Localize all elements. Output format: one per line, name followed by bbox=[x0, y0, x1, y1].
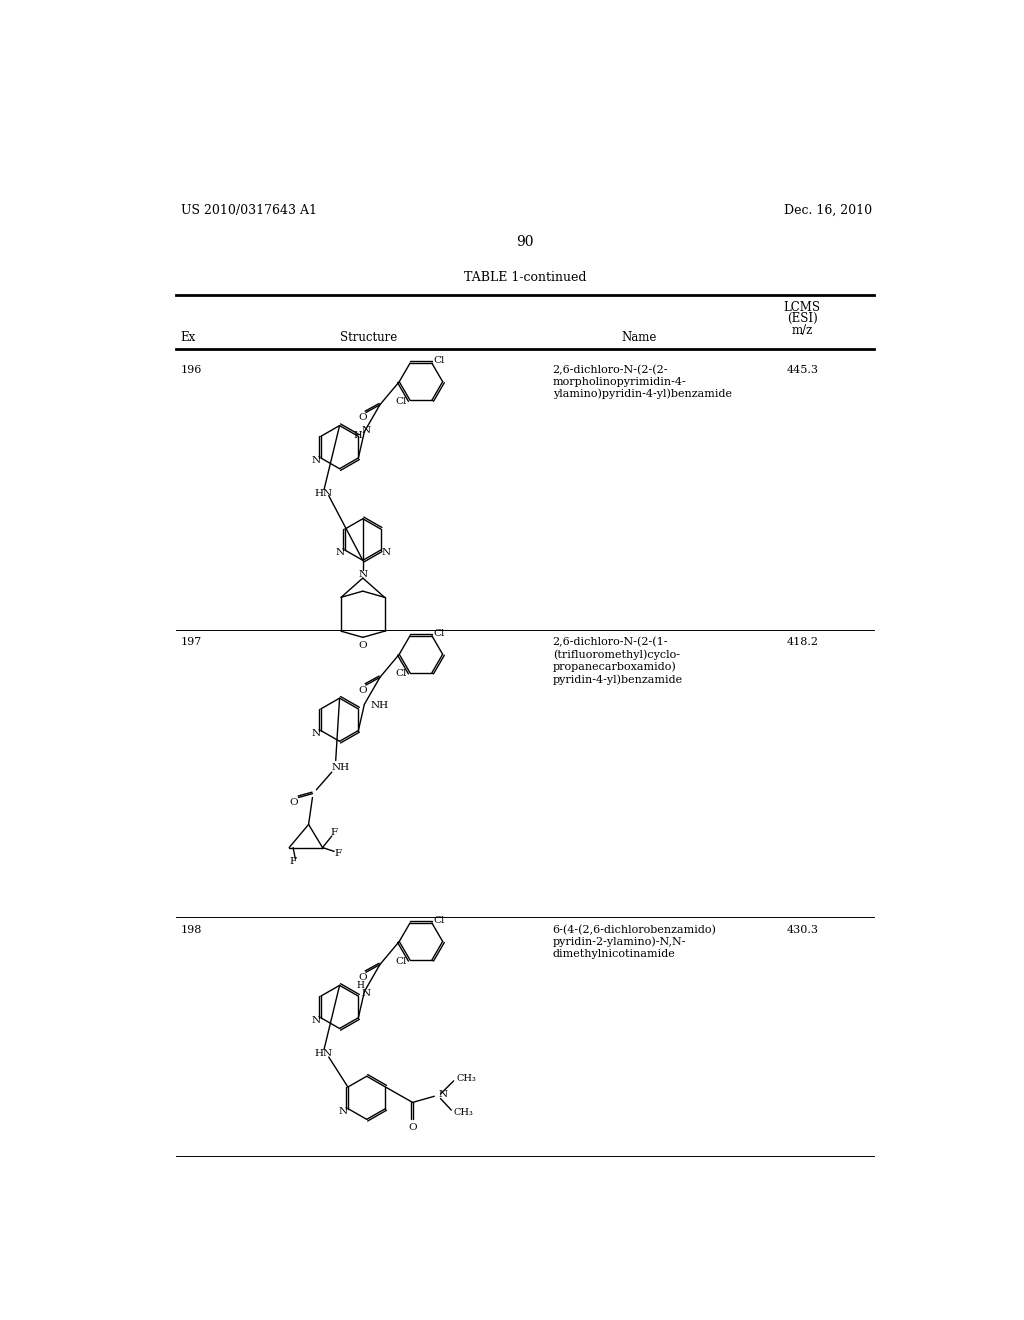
Text: 418.2: 418.2 bbox=[786, 638, 818, 647]
Text: 430.3: 430.3 bbox=[786, 924, 818, 935]
Text: N: N bbox=[361, 989, 371, 998]
Text: O: O bbox=[409, 1122, 417, 1131]
Text: 197: 197 bbox=[180, 638, 202, 647]
Text: N: N bbox=[336, 548, 344, 557]
Text: O: O bbox=[358, 413, 368, 422]
Text: (ESI): (ESI) bbox=[786, 312, 817, 325]
Text: Cl: Cl bbox=[433, 628, 444, 638]
Text: 6-(4-(2,6-dichlorobenzamido)
pyridin-2-ylamino)-N,N-
dimethylnicotinamide: 6-(4-(2,6-dichlorobenzamido) pyridin-2-y… bbox=[553, 924, 717, 958]
Text: N: N bbox=[339, 1106, 348, 1115]
Text: Cl: Cl bbox=[433, 356, 444, 364]
Text: Structure: Structure bbox=[340, 331, 397, 345]
Text: NH: NH bbox=[371, 701, 389, 710]
Text: Cl: Cl bbox=[395, 397, 407, 405]
Text: N: N bbox=[311, 1016, 321, 1024]
Text: Cl: Cl bbox=[395, 669, 407, 678]
Text: F: F bbox=[335, 849, 342, 858]
Text: Ex: Ex bbox=[180, 331, 196, 345]
Text: F: F bbox=[290, 857, 297, 866]
Text: CH₃: CH₃ bbox=[456, 1074, 476, 1082]
Text: H: H bbox=[354, 432, 362, 440]
Text: N: N bbox=[358, 570, 368, 578]
Text: O: O bbox=[358, 640, 368, 649]
Text: N: N bbox=[311, 457, 321, 465]
Text: 2,6-dichloro-N-(2-(1-
(trifluoromethyl)cyclo-
propanecarboxamido)
pyridin-4-yl)b: 2,6-dichloro-N-(2-(1- (trifluoromethyl)c… bbox=[553, 638, 683, 685]
Text: TABLE 1-continued: TABLE 1-continued bbox=[464, 271, 586, 284]
Text: 198: 198 bbox=[180, 924, 202, 935]
Text: LCMS: LCMS bbox=[783, 301, 821, 314]
Text: N: N bbox=[438, 1090, 447, 1100]
Text: NH: NH bbox=[332, 763, 350, 772]
Text: CH₃: CH₃ bbox=[454, 1107, 473, 1117]
Text: 2,6-dichloro-N-(2-(2-
morpholinopyrimidin-4-
ylamino)pyridin-4-yl)benzamide: 2,6-dichloro-N-(2-(2- morpholinopyrimidi… bbox=[553, 364, 732, 399]
Text: 90: 90 bbox=[516, 235, 534, 248]
Text: O: O bbox=[290, 799, 298, 808]
Text: O: O bbox=[358, 686, 368, 694]
Text: N: N bbox=[381, 548, 390, 557]
Text: Cl: Cl bbox=[395, 957, 407, 966]
Text: 445.3: 445.3 bbox=[786, 364, 818, 375]
Text: O: O bbox=[358, 973, 368, 982]
Text: N: N bbox=[311, 729, 321, 738]
Text: H: H bbox=[356, 981, 365, 990]
Text: m/z: m/z bbox=[792, 323, 813, 337]
Text: Cl: Cl bbox=[433, 916, 444, 925]
Text: Name: Name bbox=[622, 331, 657, 345]
Text: HN: HN bbox=[314, 1048, 333, 1057]
Text: Dec. 16, 2010: Dec. 16, 2010 bbox=[784, 205, 872, 218]
Text: 196: 196 bbox=[180, 364, 202, 375]
Text: N: N bbox=[361, 426, 371, 434]
Text: HN: HN bbox=[314, 488, 333, 498]
Text: F: F bbox=[331, 828, 338, 837]
Text: US 2010/0317643 A1: US 2010/0317643 A1 bbox=[180, 205, 316, 218]
